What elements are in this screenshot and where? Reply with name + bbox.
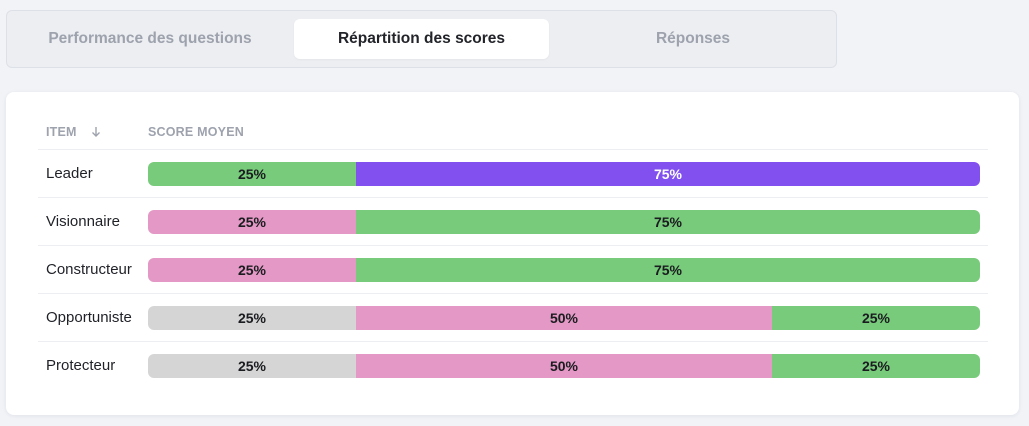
arrow-down-icon[interactable] — [91, 126, 101, 138]
tab-performance-des-questions[interactable]: Performance des questions — [48, 30, 252, 47]
score-distribution-card: ITEM SCORE MOYEN Leader 25% 75% Visionnaire… — [6, 92, 1019, 415]
score-segment: 25% — [148, 210, 356, 234]
score-segment: 25% — [148, 354, 356, 378]
score-bar: 25% 75% — [148, 162, 980, 186]
score-segment: 75% — [356, 162, 980, 186]
row-label: Opportuniste — [46, 309, 132, 326]
table-header: ITEM SCORE MOYEN — [38, 118, 988, 150]
score-segment: 50% — [356, 354, 772, 378]
table-row: Opportuniste 25% 50% 25% — [38, 294, 988, 342]
score-segment: 75% — [356, 258, 980, 282]
score-segment: 25% — [148, 258, 356, 282]
score-segment: 75% — [356, 210, 980, 234]
score-bar: 25% 75% — [148, 210, 980, 234]
column-header-score-moyen: SCORE MOYEN — [148, 125, 244, 139]
score-segment: 25% — [772, 306, 980, 330]
score-bar: 25% 50% 25% — [148, 354, 980, 378]
row-label: Leader — [46, 165, 93, 182]
row-label: Visionnaire — [46, 213, 120, 230]
column-header-item[interactable]: ITEM — [46, 125, 101, 139]
score-segment: 25% — [772, 354, 980, 378]
table-row: Leader 25% 75% — [38, 150, 988, 198]
row-label: Constructeur — [46, 261, 132, 278]
table-row: Visionnaire 25% 75% — [38, 198, 988, 246]
table-row: Protecteur 25% 50% 25% — [38, 342, 988, 390]
score-segment: 50% — [356, 306, 772, 330]
score-bar: 25% 50% 25% — [148, 306, 980, 330]
column-header-item-label: ITEM — [46, 125, 77, 139]
score-segment: 25% — [148, 162, 356, 186]
tab-repartition-des-scores[interactable]: Répartition des scores — [294, 19, 549, 59]
row-label: Protecteur — [46, 357, 116, 374]
table-row: Constructeur 25% 75% — [38, 246, 988, 294]
tab-bar: Performance des questions Répartition de… — [6, 10, 837, 68]
tab-reponses[interactable]: Réponses — [655, 30, 731, 47]
score-bar: 25% 75% — [148, 258, 980, 282]
score-segment: 25% — [148, 306, 356, 330]
